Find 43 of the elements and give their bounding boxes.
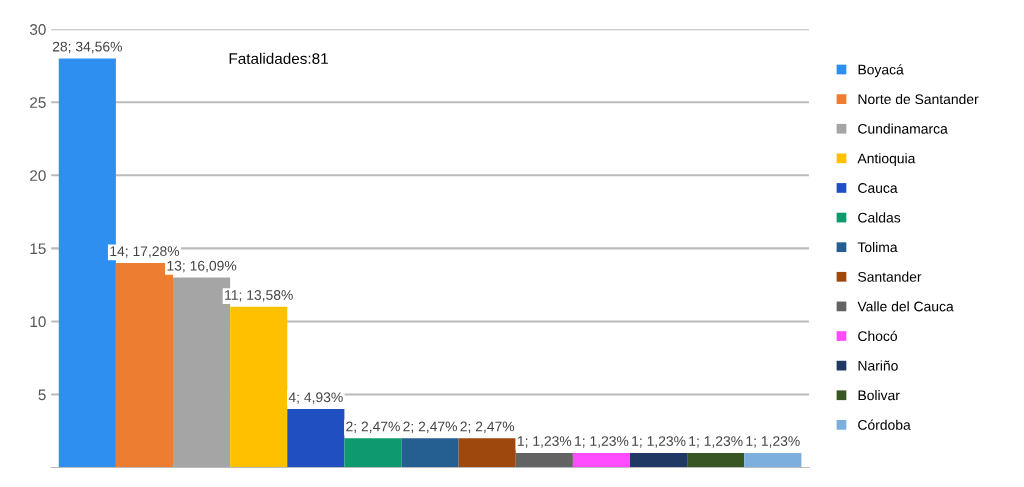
y-tick-label: 20: [30, 170, 46, 182]
bar: [630, 452, 688, 468]
bar: [744, 452, 802, 468]
data-label: 2; 2,47%: [346, 421, 400, 434]
legend-label: Cundinamarca: [858, 123, 948, 134]
bar: [401, 438, 459, 468]
legend-label: Córdoba: [858, 419, 911, 430]
data-label: 28; 34,56%: [52, 41, 122, 54]
y-tick-label: 10: [30, 316, 46, 328]
legend-label: Nariño: [858, 360, 898, 371]
bar: [230, 306, 288, 468]
legend-label: Santander: [858, 271, 922, 282]
bar: [515, 452, 573, 468]
data-label: 1; 1,23%: [575, 436, 629, 448]
legend-label: Norte de Santander: [858, 93, 979, 105]
data-label: 14; 17,28%: [110, 246, 180, 258]
legend-label: Caldas: [858, 212, 901, 223]
bar: [287, 409, 345, 468]
annotation: Fatalidades:81: [229, 52, 328, 64]
bar: [687, 452, 745, 468]
legend-label: Cauca: [858, 183, 898, 193]
data-label: 11; 13,58%: [225, 290, 293, 302]
bar: [572, 452, 631, 468]
bar: [458, 438, 516, 468]
data-label: 2; 2,47%: [403, 421, 457, 434]
data-label: 2; 2,47%: [460, 421, 515, 434]
y-tick-label: 30: [29, 24, 46, 35]
data-label: 1; 1,23%: [746, 436, 800, 448]
legend-label: Antioquia: [857, 153, 916, 167]
legend-label: Tolima: [857, 241, 898, 253]
legend-label: Bolivar: [858, 390, 900, 401]
bar: [344, 438, 402, 468]
data-label: 13; 16,09%: [167, 260, 237, 273]
y-tick-label: 25: [30, 97, 46, 108]
data-label: 1; 1,23%: [689, 436, 743, 448]
data-label: 1; 1,23%: [517, 436, 572, 448]
data-label: 1; 1,23%: [632, 436, 686, 448]
data-label: 4; 4,93%: [288, 392, 343, 404]
y-tick-label: 15: [30, 243, 46, 255]
legend-label: Valle del Cauca: [857, 301, 954, 312]
legend-label: Boyacá: [858, 64, 904, 78]
legend-label: Chocó: [858, 330, 898, 342]
y-tick-label: 5: [38, 389, 46, 401]
